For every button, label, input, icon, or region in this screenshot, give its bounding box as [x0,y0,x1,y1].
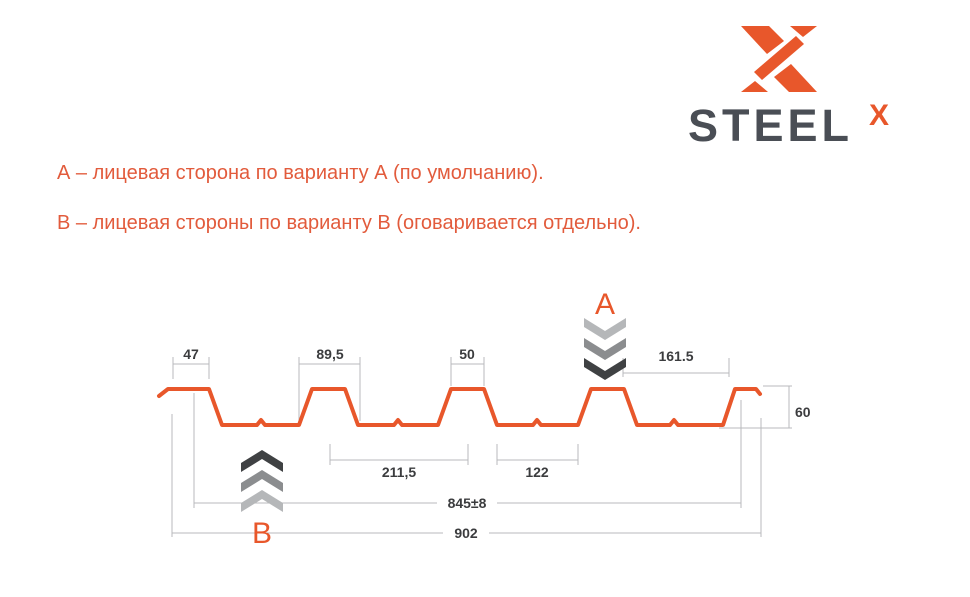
chevron-up-icon [241,450,283,472]
dim-end-flat: 47 [172,346,210,379]
dim-cover-width: 845±8 [193,393,742,511]
logo-arm-top-left [741,26,784,54]
marker-a-label: A [595,288,615,321]
note-variant-b: В – лицевая стороны по варианту В (огова… [57,212,641,234]
brand-wordmark: STEEL [688,100,854,151]
marker-b-label: B [252,517,272,550]
dim-pitch: 211,5 [329,444,469,480]
logo-center-band [754,36,804,80]
dim-overall-width: 902 [171,414,762,541]
dim-label-50: 50 [459,346,475,362]
dim-label-211-5: 211,5 [382,464,416,480]
logo-x-mark [741,26,817,92]
dim-label-60: 60 [795,404,811,420]
dim-rib-base: 89,5 [298,346,361,421]
chevron-down-icon [584,358,626,380]
chevron-down-icon [584,318,626,340]
logo-arm-bottom-right [774,64,817,92]
logo-arm-bottom-left [741,81,768,92]
marker-b: B [241,450,283,550]
dim-end-spacing: 161.5 [622,348,730,377]
dim-valley: 122 [496,444,579,480]
profile-outline [157,387,762,427]
dim-height: 60 [719,385,811,429]
logo-arm-top-right [790,26,817,37]
note-variant-a: А – лицевая сторона по варианту А (по ум… [57,162,544,184]
dim-label-845: 845±8 [448,495,487,511]
dim-label-89-5: 89,5 [316,346,343,362]
dim-label-47: 47 [183,346,199,362]
dim-label-161-5: 161.5 [658,348,693,364]
chevron-up-icon [241,490,283,512]
marker-a: A [584,288,626,380]
steelx-logo-icon [741,26,817,92]
dim-label-902: 902 [454,525,478,541]
dim-label-122: 122 [525,464,549,480]
brand-superscript-x: X [869,99,890,132]
chevron-down-icon [584,338,626,360]
dim-rib-top: 50 [450,346,485,386]
chevron-up-icon [241,470,283,492]
